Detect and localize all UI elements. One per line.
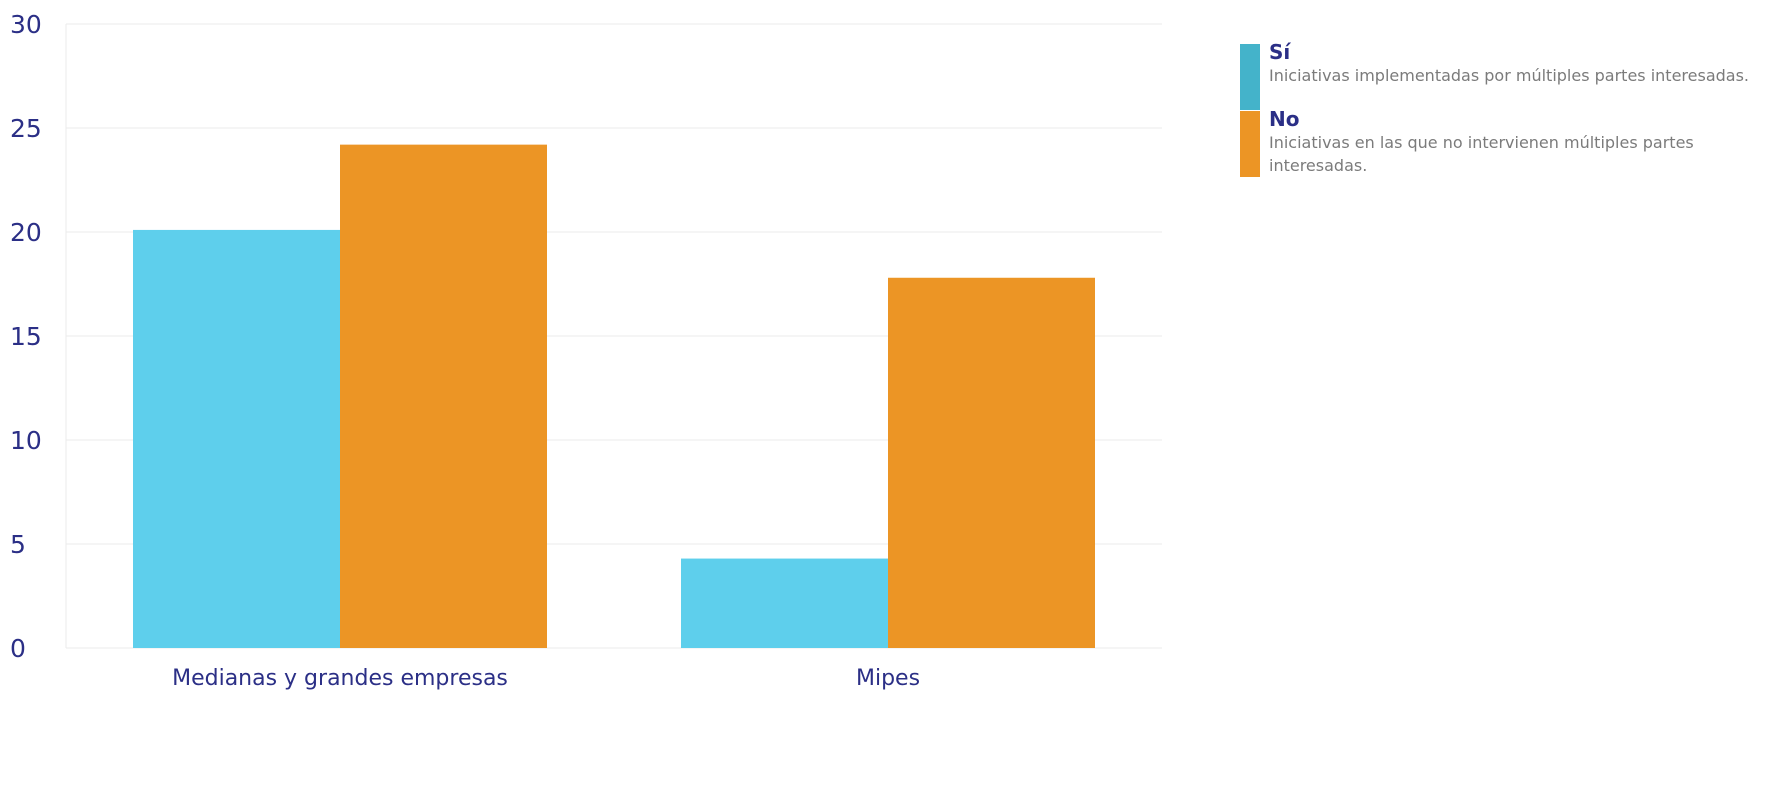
bar-no-1 — [888, 277, 1095, 648]
x-axis-labels: Medianas y grandes empresas Mipes — [172, 666, 920, 691]
x-category-label: Mipes — [856, 666, 920, 691]
bars — [133, 144, 1095, 649]
legend-title-si: Sí — [1269, 40, 1291, 64]
legend-swatch-si — [1240, 44, 1260, 110]
bar-si-0 — [133, 229, 340, 649]
y-tick-label: 30 — [10, 10, 42, 39]
y-tick-label: 25 — [10, 114, 42, 143]
x-category-label: Medianas y grandes empresas — [172, 666, 508, 691]
y-tick-label: 10 — [10, 426, 42, 455]
y-tick-label: 5 — [10, 530, 26, 559]
legend: Sí Iniciativas implementadas por múltipl… — [1240, 40, 1780, 197]
legend-item-no: No Iniciativas en las que no intervienen… — [1240, 107, 1780, 177]
y-tick-label: 0 — [10, 634, 26, 663]
y-tick-label: 20 — [10, 218, 42, 247]
legend-title-no: No — [1269, 107, 1300, 131]
legend-desc-no: Iniciativas en las que no intervienen mú… — [1269, 133, 1694, 175]
bar-no-0 — [340, 144, 547, 648]
y-axis-ticks: 0 5 10 15 20 25 30 — [10, 10, 42, 663]
legend-item-si: Sí Iniciativas implementadas por múltipl… — [1240, 40, 1780, 110]
legend-swatch-no — [1240, 111, 1260, 177]
y-tick-label: 15 — [10, 322, 42, 351]
legend-desc-si: Iniciativas implementadas por múltiples … — [1269, 66, 1750, 85]
bar-si-1 — [681, 558, 888, 648]
